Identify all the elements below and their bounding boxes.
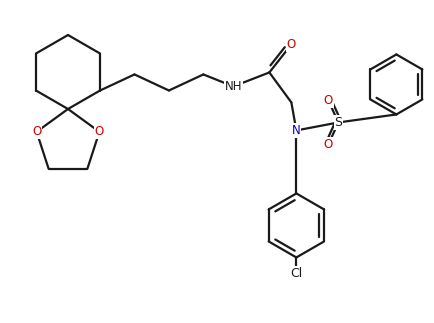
Text: O: O xyxy=(287,38,296,51)
Text: S: S xyxy=(334,116,342,129)
Text: Cl: Cl xyxy=(290,267,302,280)
Text: N: N xyxy=(292,124,301,137)
Text: NH: NH xyxy=(225,80,242,93)
Text: O: O xyxy=(324,138,333,151)
Text: O: O xyxy=(95,125,104,138)
Text: O: O xyxy=(32,125,41,138)
Text: O: O xyxy=(324,94,333,107)
